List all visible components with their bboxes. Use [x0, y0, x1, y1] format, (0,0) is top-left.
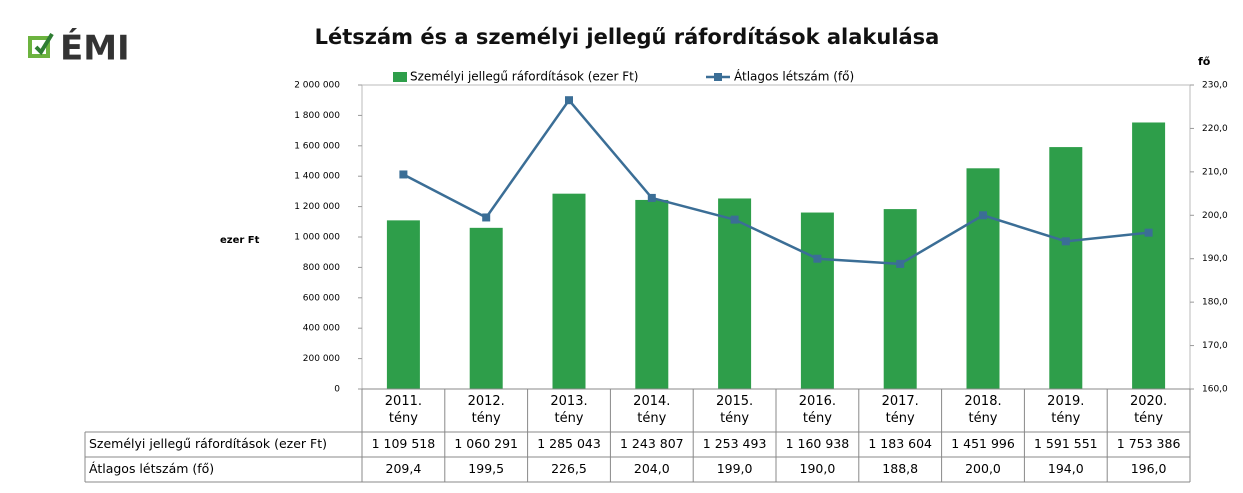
line-marker	[730, 215, 739, 224]
table-value: 226,5	[551, 461, 587, 476]
y-tick-label: 0	[334, 385, 340, 395]
category-cell: 2020. tény	[1129, 394, 1168, 426]
table-value: 188,8	[882, 461, 918, 476]
y2-axis-label: fő	[1198, 55, 1211, 68]
y2-tick-label: 220,0	[1202, 124, 1228, 134]
y2-tick-label: 190,0	[1202, 254, 1228, 264]
category-cell: 2012. tény	[467, 394, 505, 426]
x-tick-label: 2016. tény	[798, 394, 836, 426]
y-tick-label: 800 000	[303, 263, 340, 273]
x-tick-label: 2018. tény	[964, 394, 1002, 426]
x-tick-label: 2013. tény	[550, 394, 588, 426]
line-marker	[1144, 228, 1153, 237]
y-tick-label: 1 800 000	[294, 111, 340, 121]
y2-tick-label: 210,0	[1202, 167, 1228, 177]
bar	[800, 212, 834, 389]
category-cell: 2018. tény	[964, 394, 1002, 426]
bar	[635, 199, 669, 389]
bar	[718, 198, 752, 389]
table-value: 1 109 518	[372, 436, 436, 451]
table-value: 199,5	[468, 461, 504, 476]
line-marker	[399, 170, 408, 179]
y2-tick-label: 170,0	[1202, 341, 1228, 351]
bar	[552, 193, 586, 389]
x-tick-label: 2012. tény	[467, 394, 505, 426]
logo-check	[34, 32, 54, 56]
bar	[469, 227, 503, 389]
x-tick-label: 2017. tény	[881, 394, 919, 426]
y2-tick-label: 230,0	[1202, 81, 1228, 91]
table-value: 209,4	[386, 461, 422, 476]
line-marker	[565, 96, 573, 105]
table-value: 1 160 938	[786, 436, 850, 451]
y-tick-label: 400 000	[303, 324, 340, 334]
y2-tick-label: 160,0	[1202, 385, 1228, 395]
x-tick-label: 2014. tény	[633, 394, 671, 426]
category-cell: 2015. tény	[715, 394, 754, 426]
x-tick-label: 2015. tény	[715, 394, 754, 426]
table-value: 1 060 291	[454, 436, 518, 451]
chart-title: Létszám és a személyi jellegű ráfordítás…	[315, 25, 940, 49]
bar	[883, 209, 917, 389]
table-value: 1 183 604	[868, 436, 932, 451]
y-tick-label: 1 400 000	[294, 172, 340, 182]
table-value: 194,0	[1048, 461, 1084, 476]
table-value: 1 753 386	[1117, 436, 1181, 451]
line-marker	[896, 259, 905, 268]
y-tick-label: 200 000	[303, 354, 340, 364]
y-tick-label: 600 000	[303, 293, 340, 303]
legend-label: Átlagos létszám (fő)	[734, 69, 854, 84]
table-value: 1 591 551	[1034, 436, 1098, 451]
category-cell: 2019. tény	[1047, 394, 1085, 426]
x-tick-label: 2020. tény	[1129, 394, 1168, 426]
bar	[1132, 122, 1166, 390]
line-marker	[1061, 237, 1070, 246]
table-value: 199,0	[717, 461, 753, 476]
line-marker	[647, 193, 656, 202]
y-tick-label: 1 200 000	[294, 202, 340, 212]
line-marker	[813, 254, 822, 263]
y2-tick-label: 180,0	[1202, 298, 1228, 308]
category-cell: 2014. tény	[633, 394, 671, 426]
y-tick-label: 1 000 000	[294, 233, 340, 243]
table-value: 1 253 493	[703, 436, 767, 451]
legend-marker	[714, 73, 722, 81]
legend-swatch	[393, 72, 407, 82]
x-tick-label: 2019. tény	[1047, 394, 1085, 426]
table-value: 1 243 807	[620, 436, 684, 451]
table-value: 190,0	[800, 461, 836, 476]
line-marker	[979, 211, 987, 220]
y2-tick-label: 200,0	[1202, 211, 1228, 221]
table-row-label: Személyi jellegű ráfordítások (ezer Ft)	[89, 436, 327, 451]
table-row-label: Átlagos létszám (fő)	[89, 461, 214, 476]
table-value: 1 285 043	[537, 436, 601, 451]
table-value: 1 451 996	[951, 436, 1015, 451]
table-value: 196,0	[1131, 461, 1167, 476]
logo: ÉMI	[60, 28, 130, 69]
table-value: 200,0	[965, 461, 1001, 476]
y-tick-label: 2 000 000	[294, 81, 340, 91]
logo-icon	[28, 36, 50, 58]
bar	[966, 168, 1000, 389]
category-cell: 2011. tény	[384, 394, 422, 426]
category-cell: 2016. tény	[798, 394, 836, 426]
y-axis-label: ezer Ft	[220, 235, 260, 246]
x-tick-label: 2011. tény	[384, 394, 422, 426]
line	[402, 98, 1149, 266]
category-cell: 2013. tény	[550, 394, 588, 426]
bar	[1049, 147, 1083, 389]
legend-label: Személyi jellegű ráfordítások (ezer Ft)	[410, 70, 639, 84]
line-marker	[482, 213, 491, 222]
y-tick-label: 1 600 000	[294, 141, 340, 151]
table-value: 204,0	[634, 461, 670, 476]
category-cell: 2017. tény	[881, 394, 919, 426]
bar	[386, 220, 420, 389]
